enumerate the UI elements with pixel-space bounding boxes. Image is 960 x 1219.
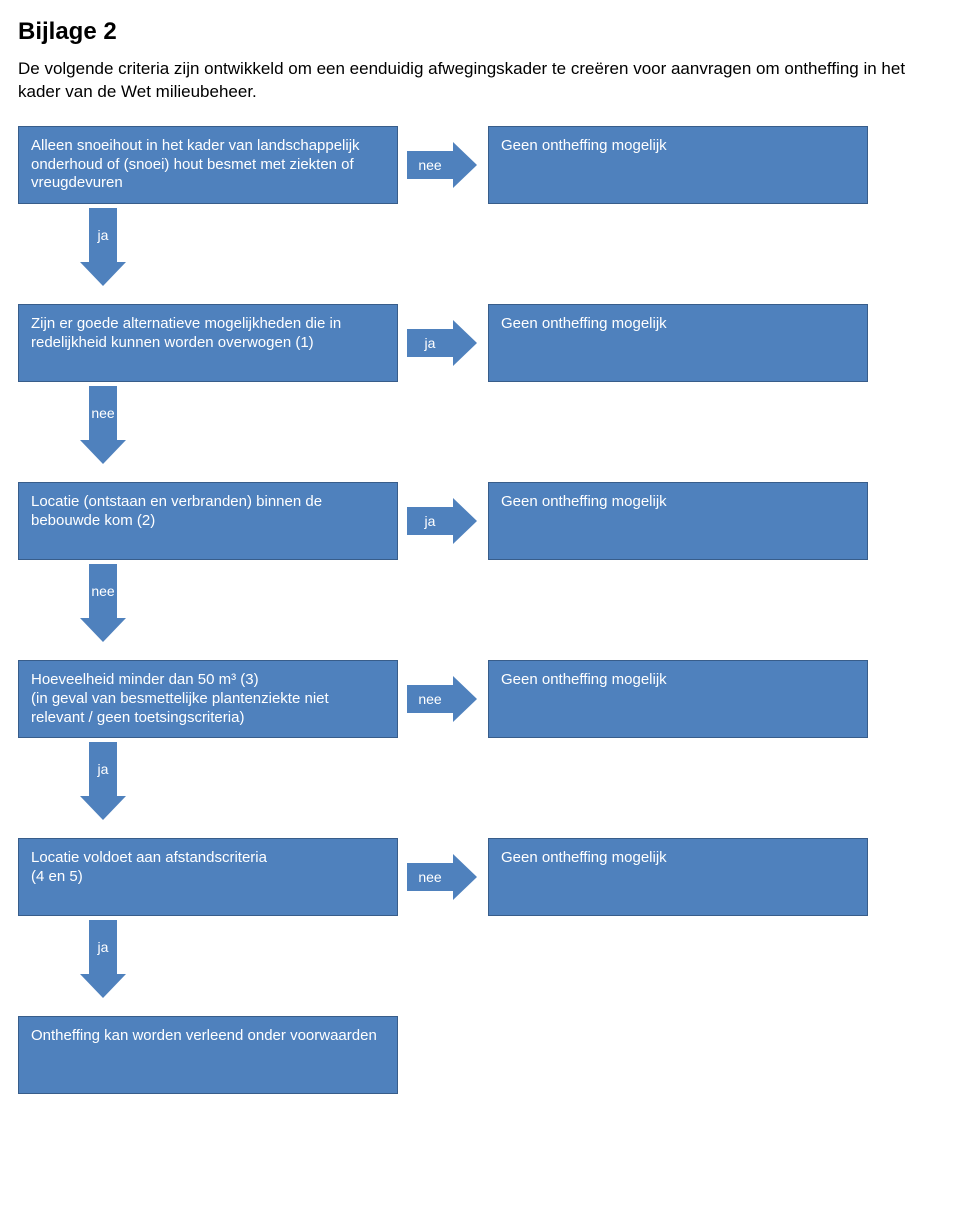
arrow-right: nee (398, 126, 488, 204)
result-box: Geen ontheffing mogelijk (488, 304, 868, 382)
result-box: Geen ontheffing mogelijk (488, 482, 868, 560)
arrow-label: ja (89, 742, 117, 796)
arrow-label: nee (407, 151, 453, 179)
intro-paragraph: De volgende criteria zijn ontwikkeld om … (18, 58, 918, 104)
result-box: Geen ontheffing mogelijk (488, 660, 868, 738)
step-row: Locatie (ontstaan en verbranden) binnen … (18, 482, 942, 560)
arrow-label: ja (89, 920, 117, 974)
arrow-right: ja (398, 482, 488, 560)
result-box: Geen ontheffing mogelijk (488, 838, 868, 916)
step-row: Alleen snoeihout in het kader van landsc… (18, 126, 942, 204)
question-box: Locatie (ontstaan en verbranden) binnen … (18, 482, 398, 560)
step-row: Zijn er goede alternatieve mogelijkheden… (18, 304, 942, 382)
arrow-label: nee (89, 564, 117, 618)
final-box: Ontheffing kan worden verleend onder voo… (18, 1016, 398, 1094)
step-row: Hoeveelheid minder dan 50 m³ (3) (in gev… (18, 660, 942, 738)
arrow-down-row: ja (18, 208, 942, 300)
question-box: Alleen snoeihout in het kader van landsc… (18, 126, 398, 204)
arrow-right: ja (398, 304, 488, 382)
arrow-down-row: nee (18, 564, 942, 656)
arrow-down-row: ja (18, 742, 942, 834)
arrow-label: ja (407, 329, 453, 357)
arrow-label: nee (407, 685, 453, 713)
question-box: Hoeveelheid minder dan 50 m³ (3) (in gev… (18, 660, 398, 738)
arrow-down-row: ja (18, 920, 942, 1012)
arrow-label: nee (89, 386, 117, 440)
flowchart: Alleen snoeihout in het kader van landsc… (18, 126, 942, 1095)
arrow-label: ja (407, 507, 453, 535)
step-row: Locatie voldoet aan afstandscriteria (4 … (18, 838, 942, 916)
question-box: Zijn er goede alternatieve mogelijkheden… (18, 304, 398, 382)
arrow-down-row: nee (18, 386, 942, 478)
page-title: Bijlage 2 (18, 18, 942, 46)
arrow-right: nee (398, 660, 488, 738)
arrow-label: nee (407, 863, 453, 891)
final-row: Ontheffing kan worden verleend onder voo… (18, 1016, 942, 1094)
result-box: Geen ontheffing mogelijk (488, 126, 868, 204)
arrow-label: ja (89, 208, 117, 262)
question-box: Locatie voldoet aan afstandscriteria (4 … (18, 838, 398, 916)
arrow-right: nee (398, 838, 488, 916)
